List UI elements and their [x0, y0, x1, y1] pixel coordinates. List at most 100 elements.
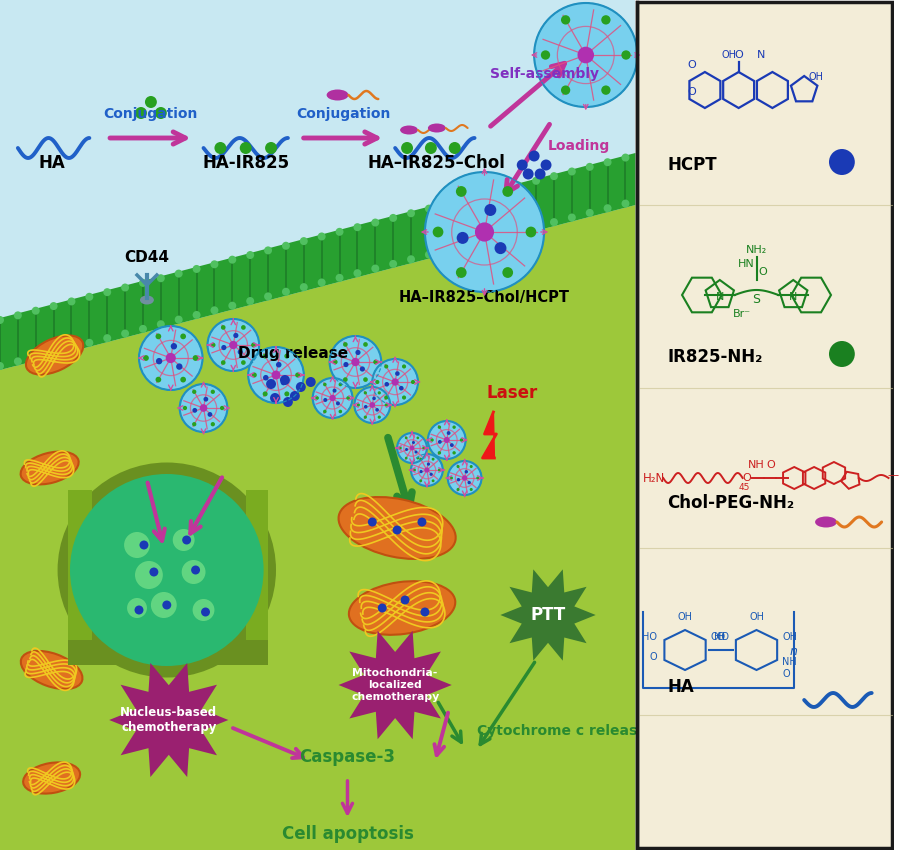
- Circle shape: [211, 422, 215, 427]
- Circle shape: [166, 353, 176, 363]
- Circle shape: [32, 307, 40, 314]
- Circle shape: [211, 343, 215, 348]
- Polygon shape: [68, 640, 268, 665]
- Circle shape: [412, 441, 415, 444]
- Circle shape: [180, 377, 186, 382]
- Text: IR825-NH₂: IR825-NH₂: [667, 348, 762, 366]
- Circle shape: [829, 341, 855, 367]
- Circle shape: [272, 371, 281, 379]
- Circle shape: [494, 242, 507, 254]
- Polygon shape: [247, 490, 268, 665]
- Circle shape: [407, 255, 415, 264]
- Circle shape: [429, 473, 433, 476]
- Polygon shape: [0, 153, 635, 370]
- Text: NH: NH: [782, 657, 797, 667]
- Circle shape: [140, 541, 148, 549]
- Circle shape: [384, 404, 388, 406]
- Circle shape: [182, 560, 205, 584]
- Circle shape: [280, 375, 290, 385]
- Circle shape: [453, 451, 455, 455]
- Circle shape: [135, 107, 147, 119]
- Circle shape: [173, 529, 194, 551]
- Text: OH: OH: [782, 632, 797, 642]
- Circle shape: [338, 382, 342, 386]
- Circle shape: [338, 410, 342, 413]
- Circle shape: [541, 160, 552, 171]
- Circle shape: [86, 292, 94, 301]
- Circle shape: [263, 354, 267, 359]
- Polygon shape: [0, 0, 635, 850]
- Circle shape: [208, 412, 212, 416]
- Circle shape: [438, 440, 442, 444]
- Text: NH₂: NH₂: [746, 245, 767, 255]
- Circle shape: [578, 47, 594, 63]
- Ellipse shape: [21, 451, 78, 484]
- Circle shape: [241, 360, 246, 365]
- Circle shape: [122, 330, 129, 337]
- Circle shape: [233, 333, 238, 338]
- Circle shape: [344, 362, 348, 367]
- Circle shape: [68, 298, 76, 305]
- Text: OH: OH: [721, 50, 736, 60]
- Circle shape: [372, 218, 379, 227]
- Circle shape: [155, 107, 166, 119]
- Circle shape: [410, 445, 414, 451]
- Ellipse shape: [58, 462, 276, 677]
- Circle shape: [312, 378, 353, 418]
- Circle shape: [0, 316, 4, 324]
- Circle shape: [208, 319, 259, 371]
- Circle shape: [193, 311, 201, 319]
- Circle shape: [419, 458, 422, 461]
- Circle shape: [419, 479, 422, 482]
- Circle shape: [622, 154, 629, 162]
- Ellipse shape: [26, 336, 84, 375]
- Circle shape: [457, 478, 460, 481]
- Text: HA–IR825–Chol: HA–IR825–Chol: [368, 154, 506, 172]
- Circle shape: [550, 173, 558, 180]
- Circle shape: [475, 223, 494, 241]
- Circle shape: [418, 518, 427, 526]
- Circle shape: [211, 260, 219, 269]
- Polygon shape: [500, 570, 596, 660]
- Circle shape: [284, 391, 289, 396]
- Circle shape: [211, 306, 219, 314]
- Circle shape: [264, 292, 272, 300]
- Circle shape: [248, 347, 304, 403]
- Circle shape: [453, 426, 455, 429]
- Circle shape: [86, 339, 94, 347]
- Text: Cytochrome c release: Cytochrome c release: [476, 724, 646, 738]
- Circle shape: [456, 488, 460, 491]
- Circle shape: [417, 456, 419, 460]
- Circle shape: [176, 364, 183, 370]
- Text: O: O: [759, 267, 768, 277]
- Circle shape: [425, 205, 433, 212]
- Circle shape: [561, 86, 571, 95]
- Text: N: N: [789, 292, 797, 302]
- Text: Nucleus-based
chemotherapy: Nucleus-based chemotherapy: [121, 706, 217, 734]
- Text: O: O: [742, 473, 751, 483]
- Circle shape: [157, 320, 165, 328]
- Circle shape: [220, 405, 224, 411]
- Circle shape: [401, 142, 413, 154]
- Circle shape: [378, 416, 381, 419]
- Circle shape: [346, 396, 350, 400]
- Circle shape: [156, 333, 161, 339]
- Circle shape: [122, 284, 129, 292]
- Circle shape: [201, 608, 210, 616]
- Circle shape: [351, 358, 360, 366]
- Circle shape: [586, 163, 594, 171]
- Circle shape: [281, 380, 286, 385]
- Circle shape: [484, 204, 496, 216]
- Circle shape: [318, 279, 326, 286]
- Circle shape: [343, 342, 347, 347]
- Circle shape: [502, 186, 513, 197]
- Circle shape: [156, 377, 161, 382]
- Circle shape: [397, 433, 427, 463]
- Circle shape: [413, 468, 416, 472]
- Circle shape: [432, 479, 435, 482]
- Text: NH: NH: [748, 460, 765, 470]
- Polygon shape: [109, 663, 229, 777]
- Circle shape: [405, 448, 408, 451]
- Circle shape: [604, 204, 612, 212]
- Circle shape: [329, 394, 336, 401]
